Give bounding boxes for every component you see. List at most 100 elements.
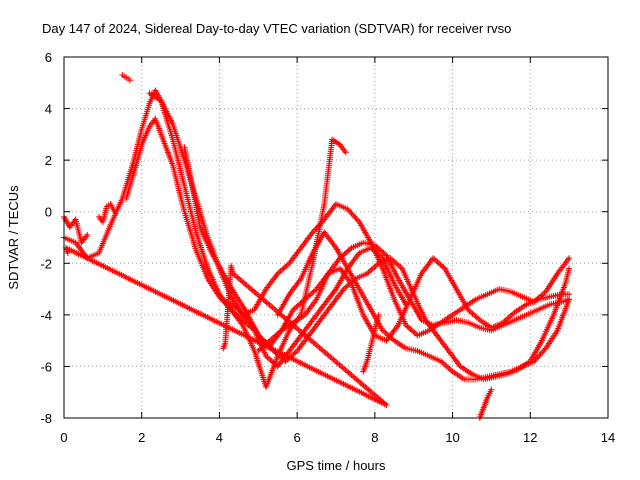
data-point xyxy=(127,77,134,84)
data-point xyxy=(448,367,455,374)
data-point xyxy=(307,291,314,298)
data-point xyxy=(319,347,326,354)
data-point xyxy=(440,360,447,367)
data-point xyxy=(347,246,354,253)
data-point xyxy=(437,261,444,268)
data-point xyxy=(465,306,472,313)
axes: 0 2 4 6 8 10 12 14 -8 -6 -4 -2 0 2 4 6 xyxy=(40,50,615,445)
data-point xyxy=(309,338,316,345)
data-point xyxy=(249,287,256,294)
data-point xyxy=(433,257,440,264)
data-point xyxy=(271,305,278,312)
data-point xyxy=(233,311,240,318)
data-point xyxy=(330,356,337,363)
data-point xyxy=(472,313,479,320)
data-marks xyxy=(61,72,573,421)
data-point xyxy=(241,318,248,325)
data-point xyxy=(336,361,343,368)
data-point xyxy=(377,247,384,254)
series-track-2 xyxy=(123,115,409,370)
x-tick-label: 8 xyxy=(371,430,378,445)
data-point xyxy=(221,299,228,306)
data-point xyxy=(394,261,401,268)
data-point xyxy=(350,373,357,380)
data-point xyxy=(384,331,390,338)
data-point xyxy=(236,275,243,282)
data-point xyxy=(324,351,331,358)
series-track-8 xyxy=(61,213,91,246)
x-tick-label: 4 xyxy=(216,430,223,445)
x-tick-label: 2 xyxy=(138,430,145,445)
data-point xyxy=(268,303,275,310)
data-point xyxy=(240,279,247,286)
data-point xyxy=(391,258,398,265)
data-point xyxy=(430,255,437,262)
data-point xyxy=(272,332,279,339)
data-point xyxy=(312,226,319,233)
data-point xyxy=(266,337,273,344)
data-point xyxy=(473,314,480,321)
data-point xyxy=(566,265,573,272)
data-point xyxy=(503,317,509,324)
data-point xyxy=(310,227,317,234)
data-point xyxy=(435,260,442,267)
y-tick-label: -4 xyxy=(40,308,52,323)
data-point xyxy=(349,211,356,218)
data-point xyxy=(351,374,358,381)
data-point xyxy=(276,269,283,276)
data-point xyxy=(368,266,375,273)
data-point xyxy=(347,370,354,377)
data-point xyxy=(364,270,371,277)
data-point xyxy=(313,342,320,349)
data-point xyxy=(374,261,381,268)
data-point xyxy=(246,318,253,325)
data-point xyxy=(443,363,450,370)
data-point xyxy=(268,358,275,365)
data-point xyxy=(382,251,389,258)
data-point xyxy=(291,305,298,312)
data-point xyxy=(386,333,393,340)
data-point xyxy=(566,255,573,262)
data-point xyxy=(367,268,373,275)
data-point xyxy=(437,358,444,365)
data-point xyxy=(468,309,475,316)
data-point xyxy=(245,283,252,290)
data-point xyxy=(390,257,397,264)
data-point xyxy=(505,314,512,321)
data-point xyxy=(538,349,545,356)
data-point xyxy=(292,349,299,356)
data-point xyxy=(381,328,388,335)
data-point xyxy=(566,296,573,303)
data-point xyxy=(274,270,281,277)
data-point xyxy=(396,262,403,269)
data-point xyxy=(357,379,364,386)
data-point xyxy=(379,327,386,334)
data-point xyxy=(541,346,548,353)
data-point xyxy=(345,247,352,254)
data-point xyxy=(315,343,322,350)
data-point xyxy=(275,329,282,336)
data-point xyxy=(539,291,546,298)
data-point xyxy=(238,315,245,322)
data-point xyxy=(303,295,310,302)
data-point xyxy=(233,273,240,280)
data-point xyxy=(322,350,329,357)
data-point xyxy=(309,289,316,296)
data-point xyxy=(328,355,335,362)
data-point xyxy=(566,291,573,298)
data-point xyxy=(475,315,482,322)
data-point xyxy=(334,360,341,367)
data-point xyxy=(239,317,246,324)
data-point xyxy=(301,296,308,303)
data-point xyxy=(238,309,245,316)
data-point xyxy=(309,229,316,236)
data-point xyxy=(239,310,246,317)
data-point xyxy=(217,295,224,302)
data-point xyxy=(269,304,276,311)
data-point xyxy=(355,217,362,224)
data-point xyxy=(327,353,334,360)
series-track-12 xyxy=(476,386,495,421)
data-point xyxy=(340,286,347,293)
y-tick-label: 2 xyxy=(45,153,52,168)
data-point xyxy=(500,319,507,326)
